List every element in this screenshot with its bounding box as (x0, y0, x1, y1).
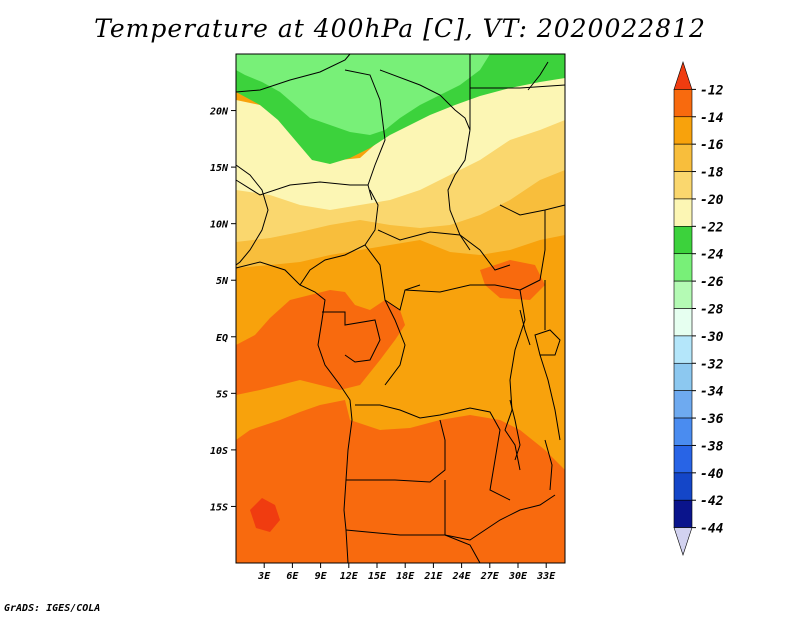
lat-tick-label: 10N (210, 220, 229, 231)
colorbar-label: -42 (700, 494, 724, 509)
field-band-26-24 (236, 54, 490, 135)
coastline-west (235, 164, 353, 564)
country-boundaries (235, 53, 566, 564)
lon-tick-label: 12E (340, 571, 359, 582)
colorbar-swatch (673, 280, 693, 309)
lon-tick-label: 3E (257, 571, 271, 582)
field-band-14-12-south (236, 400, 565, 563)
colorbar-swatch (673, 417, 693, 446)
colorbar-swatch (673, 308, 693, 337)
border-angola-south (345, 480, 446, 536)
lon-tick-label: 6E (286, 571, 299, 582)
colorbar-label: -12 (700, 83, 724, 98)
colorbar-label: -20 (700, 193, 724, 208)
colorbar-swatch (673, 89, 693, 118)
colorbar-top-triangle (673, 61, 693, 90)
longitude-axis: 3E 6E 9E 12E 15E 18E 21E 24E 27E 30E 33E (257, 563, 556, 582)
border-car-south (404, 284, 521, 293)
lon-tick-label: 24E (452, 571, 472, 582)
colorbar-swatch (673, 335, 693, 364)
lon-tick-label: 27E (480, 571, 500, 582)
border-car (377, 229, 511, 271)
field-spot-12 (250, 498, 280, 532)
colorbar-swatch (673, 445, 693, 474)
border-angola (346, 419, 446, 483)
border-gabon (322, 311, 381, 363)
colorbar-swatch (673, 499, 693, 528)
colorbar-swatch (673, 253, 693, 282)
colorbar-swatch (673, 143, 693, 172)
lon-tick-label: 21E (423, 571, 443, 582)
colorbar-label: -24 (700, 248, 724, 263)
lon-tick-label: 33E (536, 571, 556, 582)
border-north-1 (235, 53, 351, 93)
colorbar-label: -16 (700, 138, 724, 153)
colorbar-bottom-triangle (673, 527, 693, 556)
border-tanzania (539, 354, 561, 441)
lake-malawi (544, 439, 553, 491)
lat-tick-label: 10S (210, 446, 228, 457)
lon-tick-label: 18E (396, 571, 415, 582)
lat-tick-label: 5S (216, 389, 228, 400)
colorbar-label: -22 (700, 220, 724, 235)
border-zambia (444, 494, 556, 541)
colorbar-label: -38 (700, 439, 724, 454)
field-band-14-12-west (236, 290, 405, 395)
border-nigeria-north (235, 179, 368, 196)
colorbar-label: -40 (700, 467, 724, 482)
colorbar-label: -44 (700, 522, 724, 537)
border-nigeria (299, 189, 379, 286)
colorbar-label: -34 (700, 385, 724, 400)
border-congo (384, 299, 406, 386)
border-south-sudan (499, 204, 566, 216)
lon-tick-label: 30E (508, 571, 528, 582)
colorbar-swatch (673, 390, 693, 419)
lat-tick-label: 20N (209, 107, 229, 118)
colorbar-swatch (673, 171, 693, 200)
latitude-axis: 20N 15N 10N 5N EQ 5S 10S 15S (209, 107, 236, 513)
colorbar-swatch (673, 226, 693, 255)
rift-lakes (519, 309, 531, 346)
lat-tick-label: 15S (210, 502, 228, 513)
border-namibia-botswana (444, 534, 481, 564)
grads-credit: GrADS: IGES/COLA (4, 603, 101, 614)
lat-tick-label: 5N (216, 276, 229, 287)
lat-tick-label: EQ (216, 333, 228, 344)
colorbar-label: -30 (700, 330, 724, 345)
border-cameroon (364, 244, 421, 311)
colorbar-labels: -12 -14 -16 -18 -20 -22 -24 -26 -28 -30 -32 -34 -36 -… (692, 83, 724, 537)
lake-victoria (534, 329, 561, 356)
lat-tick-label: 15N (210, 163, 229, 174)
colorbar-swatch (673, 116, 693, 145)
colorbar-label: -14 (700, 111, 724, 126)
colorbar-label: -36 (700, 412, 724, 427)
colorbar-label: -28 (700, 303, 724, 318)
colorbar-label: -32 (700, 357, 724, 372)
colorbar-swatch (673, 362, 693, 391)
border-ethiopia (519, 210, 546, 291)
lake-tanganyika (509, 399, 521, 461)
map-frame (235, 53, 566, 564)
lon-tick-label: 9E (315, 571, 328, 582)
colorbar-label: -26 (700, 275, 724, 290)
colorbar-label: -18 (700, 166, 724, 181)
border-chad-sudan (470, 84, 566, 89)
border-drc (355, 404, 511, 501)
field-band-22-20 (236, 75, 565, 210)
border-red-sea (527, 61, 549, 91)
colorbar-swatch (673, 198, 693, 227)
map-title: Temperature at 400hPa [C], VT: 202002281… (94, 14, 706, 43)
colorbar-swatches (673, 61, 693, 556)
lon-tick-label: 15E (368, 571, 387, 582)
colorbar-swatch (673, 472, 693, 501)
